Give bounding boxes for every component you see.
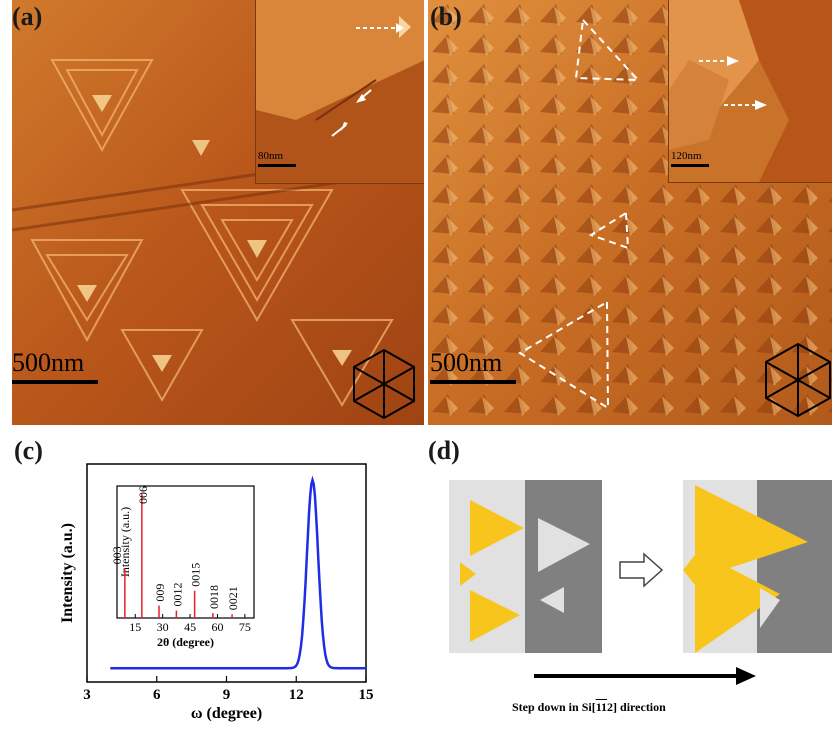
inset-scale-label-a: 80nm bbox=[258, 150, 284, 162]
scale-bar-label-a: 500nm bbox=[12, 348, 85, 377]
inset-peak-label: 0021 bbox=[226, 586, 240, 610]
yellow-triangle-1 bbox=[470, 500, 524, 556]
white-triangle-2 bbox=[540, 587, 564, 613]
inset-frame bbox=[116, 485, 255, 619]
x-tick-label: 6 bbox=[153, 687, 161, 703]
white-notch bbox=[760, 588, 780, 628]
scale-bar-b bbox=[430, 380, 516, 384]
panel-label-b: (b) bbox=[430, 2, 462, 31]
dark-terrace-left bbox=[525, 480, 602, 653]
caption-miller-2: 1 bbox=[601, 700, 608, 714]
x-tick-label: 3 bbox=[83, 687, 91, 703]
x-tick-label: 15 bbox=[359, 687, 374, 703]
yellow-triangle-2 bbox=[460, 562, 476, 586]
hexagon-icon-b bbox=[765, 342, 831, 418]
caption-miller-1: 1 bbox=[595, 700, 602, 714]
afm-image-b: 120nm (b) 500nm bbox=[428, 0, 832, 425]
inset-peak-label: 0015 bbox=[189, 563, 203, 587]
y-axis-label: Intensity (a.u.) bbox=[59, 523, 76, 623]
hexagon-icon-a bbox=[353, 348, 415, 420]
inset-x-tick-label: 15 bbox=[129, 620, 141, 634]
inset-peak-label: 009 bbox=[153, 584, 167, 602]
caption-prefix: Step down in Si[ bbox=[512, 700, 596, 714]
caption-miller-3: 2 bbox=[607, 700, 614, 714]
afm-image-a: 80nm (a) 500nm bbox=[12, 0, 424, 425]
x-axis-label: ω (degree) bbox=[191, 705, 262, 722]
yellow-merged-triangle bbox=[683, 485, 808, 653]
panel-label-c: (c) bbox=[14, 436, 43, 465]
xrd-chart: 3 6 9 12 15 ω (degree) Intensity (a.u.) 15 30 45 6… bbox=[59, 463, 374, 722]
inset-x-tick-label: 60 bbox=[211, 620, 223, 634]
inset-peak-label: 0012 bbox=[170, 583, 184, 607]
scale-bar-label-b: 500nm bbox=[430, 348, 503, 377]
inset-x-tick-label: 45 bbox=[184, 620, 196, 634]
inset-x-axis-label: 2θ (degree) bbox=[157, 635, 214, 649]
inset-x-tick-label: 30 bbox=[157, 620, 169, 634]
inset-peak-label: 0018 bbox=[207, 585, 221, 609]
scale-bar-a bbox=[12, 380, 98, 384]
inset-x-tick-label: 75 bbox=[239, 620, 251, 634]
white-triangle-1 bbox=[538, 518, 590, 572]
afm-inset-a: 80nm bbox=[255, 0, 424, 184]
step-diagram bbox=[449, 480, 832, 685]
x-tick-label: 12 bbox=[289, 687, 304, 703]
hollow-arrow-icon bbox=[619, 552, 664, 588]
yellow-triangle-3 bbox=[470, 590, 520, 642]
inset-peak-label: 003 bbox=[110, 546, 124, 564]
caption-suffix: ] direction bbox=[613, 700, 666, 714]
inset-scale-bar-b bbox=[671, 164, 709, 167]
afm-inset-b: 120nm bbox=[668, 0, 832, 183]
panel-label-d: (d) bbox=[428, 436, 460, 465]
panel-label-a: (a) bbox=[12, 2, 43, 31]
dark-terrace-right bbox=[757, 480, 832, 653]
series-line-0 bbox=[110, 475, 366, 670]
inset-scale-bar-a bbox=[258, 164, 296, 167]
inset-y-axis-label: Intensity (a.u.) bbox=[118, 507, 132, 577]
black-arrow-icon bbox=[736, 667, 756, 685]
step-direction-caption: Step down in Si[112] direction bbox=[512, 700, 666, 715]
inset-scale-label-b: 120nm bbox=[671, 150, 702, 162]
inset-peak-label: 006 bbox=[136, 486, 150, 504]
x-tick-label: 9 bbox=[223, 687, 231, 703]
